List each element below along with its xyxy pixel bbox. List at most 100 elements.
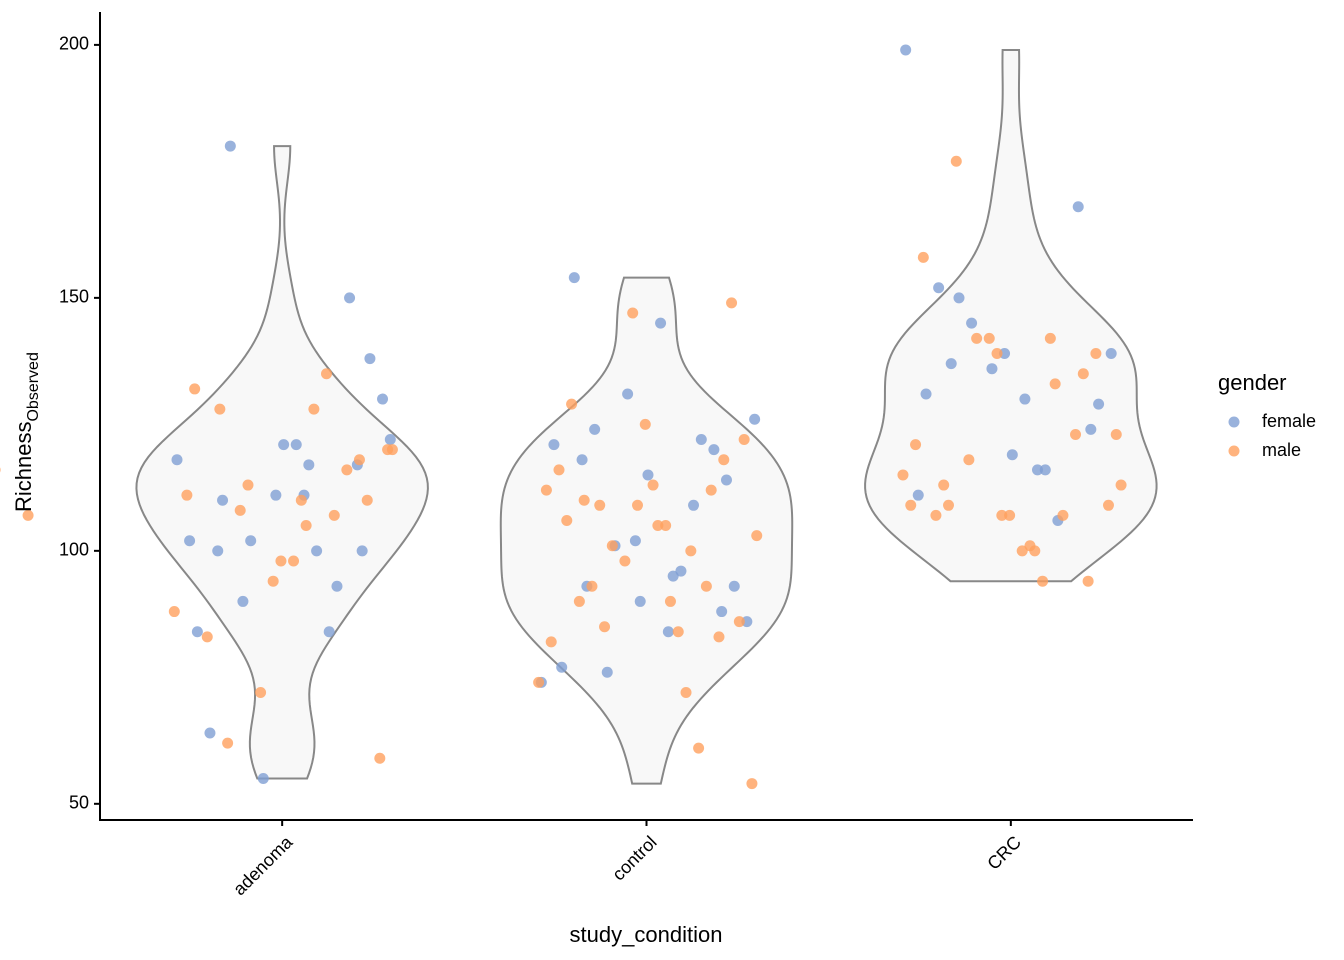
point (328, 509, 340, 521)
point (356, 545, 368, 557)
point (1093, 398, 1105, 410)
point (647, 479, 659, 491)
point (933, 282, 945, 294)
point (594, 499, 606, 511)
point (705, 484, 717, 496)
point (639, 418, 651, 430)
legend-marker (1228, 445, 1240, 457)
point (675, 565, 687, 577)
point (0, 467, 1, 473)
point (716, 606, 728, 618)
point (971, 332, 983, 344)
point (1031, 464, 1043, 476)
point (693, 742, 705, 754)
point (963, 454, 975, 466)
point (1039, 464, 1051, 476)
point (660, 520, 672, 532)
point (353, 454, 365, 466)
point (556, 661, 568, 673)
point (601, 666, 613, 678)
points (0, 44, 1127, 790)
point (634, 595, 646, 607)
point (255, 687, 267, 699)
point (986, 363, 998, 375)
point (267, 575, 279, 587)
point (966, 317, 978, 329)
point (553, 464, 565, 476)
point (245, 535, 257, 547)
point (374, 752, 386, 764)
point (1085, 423, 1097, 435)
point (996, 509, 1008, 521)
point (361, 494, 373, 506)
point (938, 479, 950, 491)
point (222, 737, 234, 749)
point (599, 621, 611, 633)
point (629, 535, 641, 547)
point (364, 353, 376, 365)
point (950, 155, 962, 167)
point (700, 580, 712, 592)
point (384, 434, 396, 446)
violin (864, 48, 1158, 583)
point (726, 297, 738, 309)
legend-title: gender (1218, 370, 1287, 395)
point (1077, 368, 1089, 380)
point (746, 778, 758, 790)
point (234, 504, 246, 516)
point (991, 348, 1003, 360)
point (912, 489, 924, 501)
point (943, 499, 955, 511)
y-axis-title-main: Richness (11, 422, 36, 512)
point (545, 636, 557, 648)
point (897, 469, 909, 481)
point (168, 606, 180, 618)
point (1016, 545, 1028, 557)
point (586, 580, 598, 592)
point (632, 499, 644, 511)
point (257, 773, 269, 785)
point (685, 545, 697, 557)
point (204, 727, 216, 739)
legend-label: male (1262, 440, 1301, 460)
point (652, 520, 664, 532)
y-tick-label: 50 (69, 793, 89, 813)
point (573, 595, 585, 607)
point (1019, 393, 1031, 405)
point (1105, 348, 1117, 360)
point (1115, 479, 1127, 491)
violin (499, 276, 794, 785)
point (1024, 540, 1036, 552)
point (303, 459, 315, 471)
point (662, 626, 674, 638)
y-tick-label: 150 (59, 287, 89, 307)
point (288, 555, 300, 567)
point (664, 595, 676, 607)
point (311, 545, 323, 557)
point (1070, 428, 1082, 440)
point (667, 570, 679, 582)
point (910, 439, 922, 451)
y-tick-label: 100 (59, 540, 89, 560)
point (189, 383, 201, 395)
point (917, 251, 929, 263)
point (720, 474, 732, 486)
x-tick-label: CRC (983, 832, 1025, 874)
point (642, 469, 654, 481)
point (300, 520, 312, 532)
y-axis-title-subscript: Observed (25, 352, 42, 421)
point (578, 494, 590, 506)
point (217, 494, 229, 506)
point (680, 687, 692, 699)
x-tick-label: control (608, 832, 660, 884)
legend-marker (1228, 416, 1240, 428)
y-tick-label: 200 (59, 34, 89, 54)
point (1004, 509, 1016, 521)
point (22, 509, 34, 521)
point (905, 499, 917, 511)
point (323, 626, 335, 638)
point (751, 530, 763, 542)
point (718, 454, 730, 466)
point (728, 580, 740, 592)
